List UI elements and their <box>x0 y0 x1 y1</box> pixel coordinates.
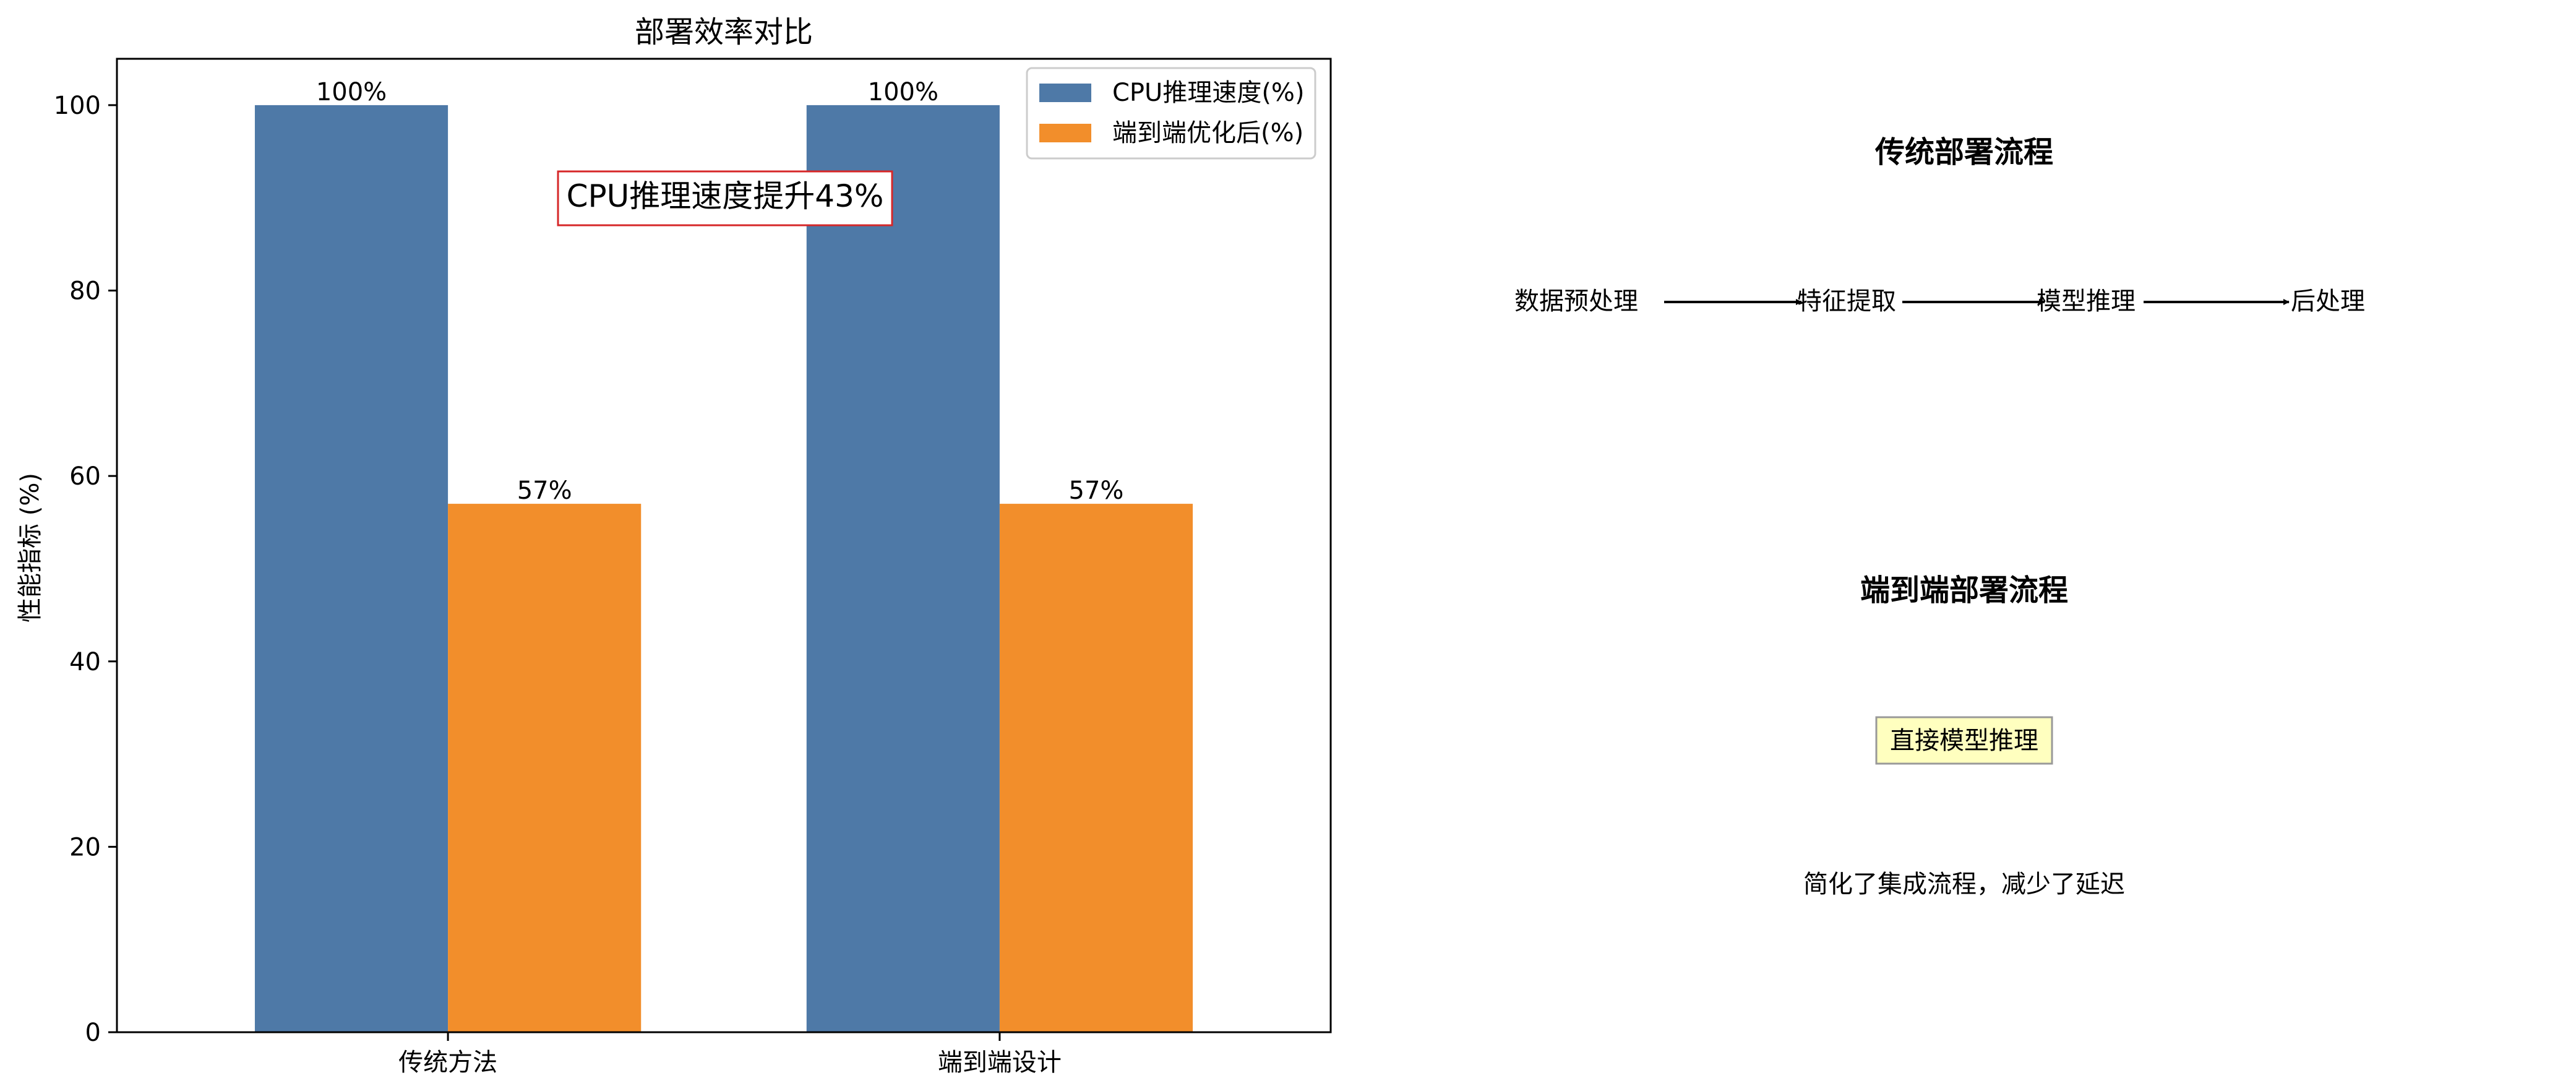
y-tick-label-2: 40 <box>69 648 101 676</box>
data-label-series1-cat1: 100% <box>316 78 387 106</box>
flow-step-2: 特征提取 <box>1797 287 1896 316</box>
legend: CPU推理速度(%) 端到端优化后(%) <box>1026 67 1316 160</box>
y-tick-label-3: 60 <box>69 462 101 491</box>
data-label-series1-cat2: 100% <box>868 78 938 106</box>
x-tick-label-1: 端到端设计 <box>938 1048 1062 1077</box>
legend-swatch-cpu <box>1039 84 1091 102</box>
e2e-note: 简化了集成流程，减少了延迟 <box>1803 870 2125 899</box>
x-axis-ticks: 传统方法 端到端设计 <box>398 1032 1062 1077</box>
bar-series2-cat2 <box>999 504 1193 1032</box>
bar-chart: 部署效率对比 性能指标 (%) 100% 100% 57% 57% 0 20 40 60 80… <box>16 15 1332 1077</box>
legend-label-cpu: CPU推理速度(%) <box>1112 79 1305 107</box>
bar-group <box>254 105 1193 1032</box>
legend-swatch-e2e <box>1039 124 1091 142</box>
y-tick-label-4: 80 <box>69 277 101 306</box>
legend-label-e2e: 端到端优化后(%) <box>1112 119 1303 147</box>
e2e-step-box: 直接模型推理 <box>1875 716 2053 765</box>
bar-series2-cat1 <box>448 504 642 1032</box>
bar-series1-cat2 <box>806 105 1000 1032</box>
e2e-step-label: 直接模型推理 <box>1890 727 2038 755</box>
y-axis-label: 性能指标 (%) <box>16 473 45 623</box>
traditional-flow-title: 传统部署流程 <box>1874 135 2053 170</box>
y-tick-label-5: 100 <box>54 92 101 120</box>
data-label-series2-cat1: 57% <box>517 477 572 505</box>
y-tick-label-1: 20 <box>69 833 101 861</box>
y-tick-label-0: 0 <box>85 1019 101 1047</box>
deployment-flow-diagram: 传统部署流程 数据预处理 特征提取 模型推理 后处理 端到端部署流程 直接模型推… <box>1514 135 2365 899</box>
flow-step-3: 模型推理 <box>2037 287 2136 316</box>
x-tick-label-0: 传统方法 <box>398 1048 497 1077</box>
traditional-flow-steps: 数据预处理 特征提取 模型推理 后处理 <box>1514 287 2365 316</box>
bar-series1-cat1 <box>254 105 449 1032</box>
e2e-flow-title: 端到端部署流程 <box>1860 573 2068 608</box>
flow-step-4: 后处理 <box>2291 287 2365 316</box>
y-axis-ticks: 0 20 40 60 80 100 <box>54 92 117 1047</box>
data-label-group: 100% 100% 57% 57% <box>316 78 1124 505</box>
annotation-text: CPU推理速度提升43% <box>567 178 884 214</box>
chart-title: 部署效率对比 <box>635 15 813 50</box>
flow-step-1: 数据预处理 <box>1514 287 1638 316</box>
data-label-series2-cat2: 57% <box>1069 477 1124 505</box>
annotation-box: CPU推理速度提升43% <box>557 170 893 226</box>
plot-frame <box>116 58 1332 1033</box>
